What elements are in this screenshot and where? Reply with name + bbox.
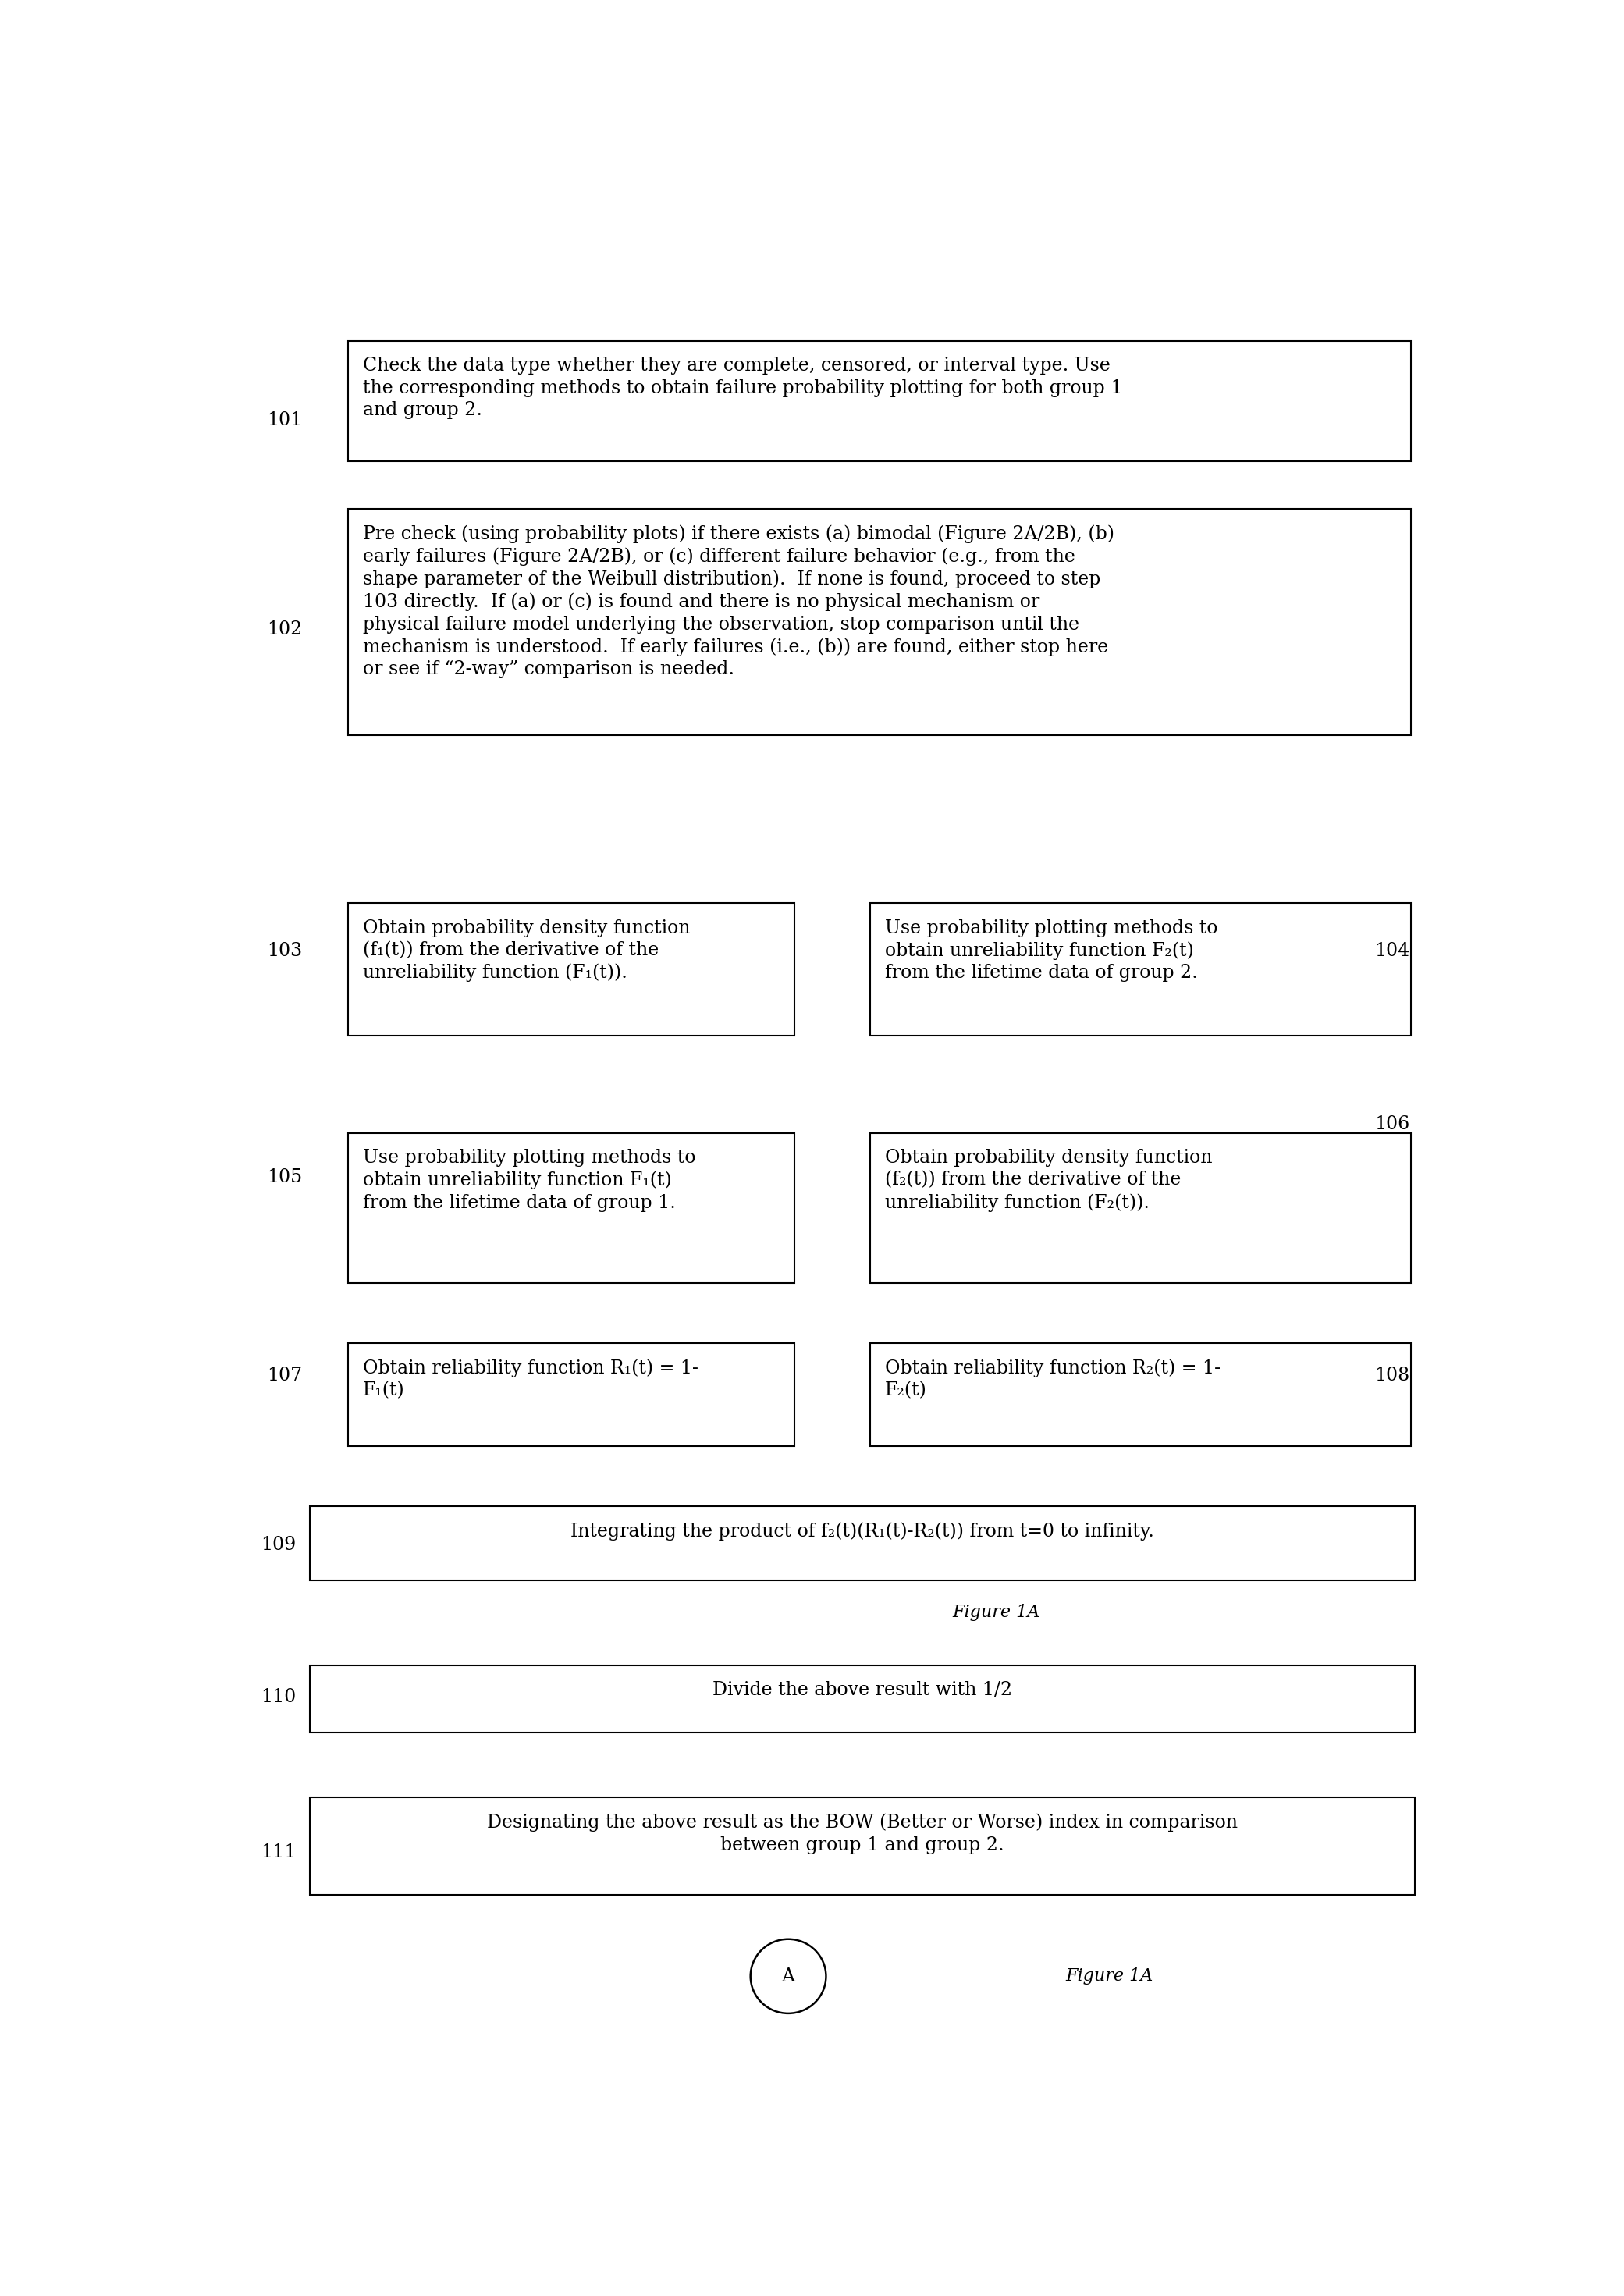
Text: Obtain reliability function R₁(t) = 1-
F₁(t): Obtain reliability function R₁(t) = 1- F… xyxy=(362,1359,698,1401)
Text: Use probability plotting methods to
obtain unreliability function F₁(t)
from the: Use probability plotting methods to obta… xyxy=(362,1148,695,1212)
Ellipse shape xyxy=(750,1940,827,2014)
Text: Check the data type whether they are complete, censored, or interval type. Use
t: Check the data type whether they are com… xyxy=(362,356,1122,420)
Text: Obtain probability density function
(f₂(t)) from the derivative of the
unreliabi: Obtain probability density function (f₂(… xyxy=(885,1148,1213,1212)
Text: 103: 103 xyxy=(268,941,302,960)
Text: 105: 105 xyxy=(268,1169,302,1187)
Text: Divide the above result with 1/2: Divide the above result with 1/2 xyxy=(713,1681,1012,1699)
FancyBboxPatch shape xyxy=(310,1665,1415,1731)
Text: 109: 109 xyxy=(261,1536,296,1554)
FancyBboxPatch shape xyxy=(870,1343,1411,1446)
FancyBboxPatch shape xyxy=(348,902,794,1035)
FancyBboxPatch shape xyxy=(348,1132,794,1283)
Text: Obtain probability density function
(f₁(t)) from the derivative of the
unreliabi: Obtain probability density function (f₁(… xyxy=(362,918,690,983)
FancyBboxPatch shape xyxy=(348,340,1411,461)
FancyBboxPatch shape xyxy=(310,1506,1415,1580)
FancyBboxPatch shape xyxy=(348,1343,794,1446)
Text: 107: 107 xyxy=(268,1366,302,1384)
Text: Obtain reliability function R₂(t) = 1-
F₂(t): Obtain reliability function R₂(t) = 1- F… xyxy=(885,1359,1221,1401)
Text: Pre check (using probability plots) if there exists (a) bimodal (Figure 2A/2B), : Pre check (using probability plots) if t… xyxy=(362,526,1114,677)
Text: Designating the above result as the BOW (Better or Worse) index in comparison
be: Designating the above result as the BOW … xyxy=(487,1814,1237,1855)
Text: 104: 104 xyxy=(1376,941,1410,960)
Text: 106: 106 xyxy=(1376,1116,1410,1134)
FancyBboxPatch shape xyxy=(870,1132,1411,1283)
Text: A: A xyxy=(781,1968,794,1986)
Text: Figure 1A: Figure 1A xyxy=(952,1603,1039,1621)
Text: Integrating the product of f₂(t)(R₁(t)-R₂(t)) from t=0 to infinity.: Integrating the product of f₂(t)(R₁(t)-R… xyxy=(570,1522,1155,1541)
Text: 102: 102 xyxy=(268,620,302,638)
Text: 110: 110 xyxy=(261,1688,296,1706)
Text: 108: 108 xyxy=(1376,1366,1410,1384)
Text: Figure 1A: Figure 1A xyxy=(1065,1968,1153,1984)
FancyBboxPatch shape xyxy=(348,510,1411,735)
Text: Use probability plotting methods to
obtain unreliability function F₂(t)
from the: Use probability plotting methods to obta… xyxy=(885,918,1218,983)
Text: 111: 111 xyxy=(261,1844,296,1862)
Text: 101: 101 xyxy=(268,411,302,429)
FancyBboxPatch shape xyxy=(310,1798,1415,1894)
FancyBboxPatch shape xyxy=(870,902,1411,1035)
